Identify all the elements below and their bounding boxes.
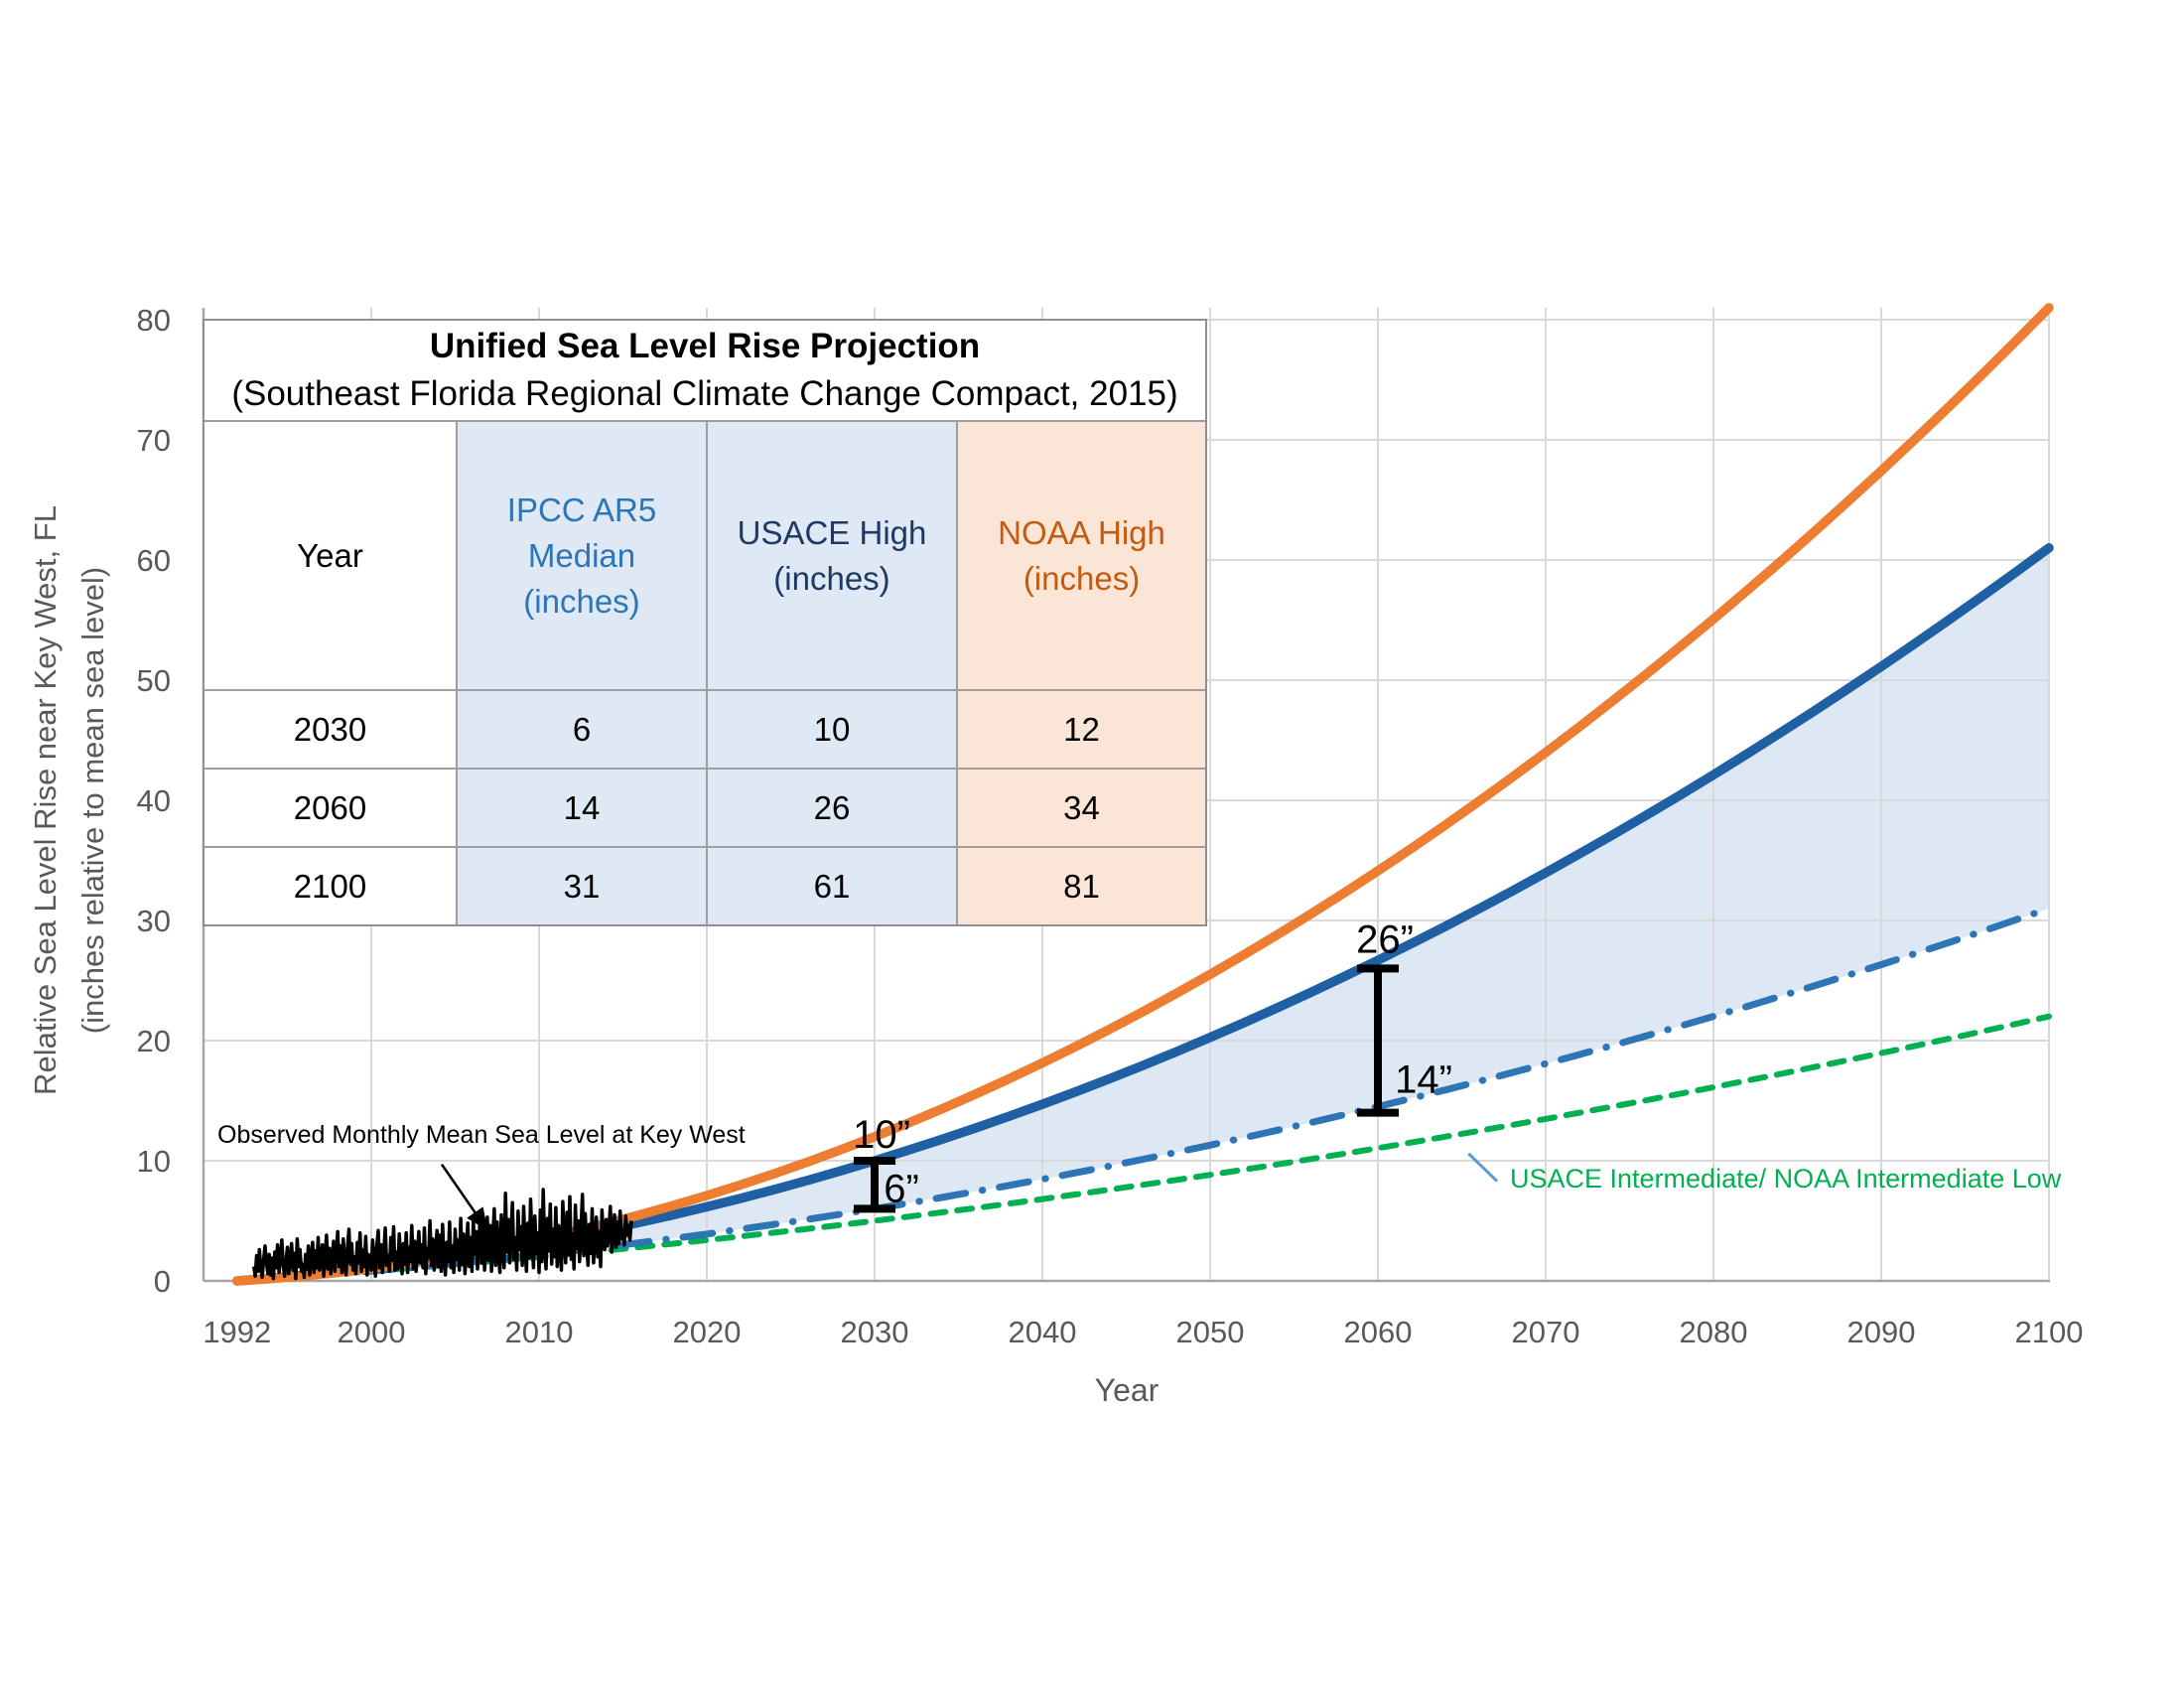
observed-callout-arrow	[440, 1163, 488, 1231]
y-tick-label: 10	[137, 1144, 171, 1179]
y-axis-title-line1: Relative Sea Level Rise near Key West, F…	[28, 505, 63, 1095]
intermediate-callout-pointer	[1467, 1152, 1499, 1183]
x-tick-label: 2020	[673, 1315, 742, 1349]
table-cell-value: 81	[956, 846, 1205, 924]
observed-series-label: Observed Monthly Mean Sea Level at Key W…	[217, 1121, 746, 1149]
y-tick-label: 0	[154, 1264, 171, 1299]
table-row-year: 2060	[205, 768, 456, 846]
x-tick-label: 2090	[1847, 1315, 1916, 1349]
y-tick-label: 30	[137, 904, 171, 938]
table-cell-value: 31	[456, 846, 706, 924]
x-tick-label: 2100	[2015, 1315, 2084, 1349]
y-tick-label: 40	[137, 783, 171, 818]
table-header-noaa: NOAA High (inches)	[956, 420, 1205, 689]
projection-table: Unified Sea Level Rise Projection (South…	[203, 319, 1207, 926]
table-row-year: 2100	[205, 846, 456, 924]
table-subtitle: (Southeast Florida Regional Climate Chan…	[231, 374, 1178, 413]
table-cell-value: 6	[456, 689, 706, 768]
x-tick-label: 2060	[1344, 1315, 1413, 1349]
y-tick-label: 80	[137, 303, 171, 338]
y-axis-title-line2: (inches relative to mean sea level)	[75, 566, 110, 1035]
x-tick-label: 1992	[203, 1315, 271, 1349]
y-tick-label: 20	[137, 1024, 171, 1058]
y-tick-label: 70	[137, 423, 171, 458]
observed-series	[251, 1188, 633, 1281]
table-cell-value: 12	[956, 689, 1205, 768]
x-tick-label: 2030	[841, 1315, 909, 1349]
range-bar-upper-label: 10”	[853, 1113, 910, 1157]
range-bar-lower-label: 14”	[1395, 1058, 1452, 1102]
y-axis-title: Relative Sea Level Rise near Key West, F…	[12, 314, 127, 1287]
table-cell-value: 14	[456, 768, 706, 846]
table-header-ipcc: IPCC AR5 Median (inches)	[456, 420, 706, 689]
x-tick-label: 2070	[1512, 1315, 1580, 1349]
y-tick-label: 60	[137, 543, 171, 578]
table-header-year: Year	[205, 420, 456, 689]
table-row-year: 2030	[205, 689, 456, 768]
table-header-usace: USACE High (inches)	[706, 420, 956, 689]
range-bar-upper-label: 26”	[1356, 917, 1414, 961]
intermediate-series-label: USACE Intermediate/ NOAA Intermediate Lo…	[1510, 1164, 2062, 1194]
x-tick-label: 2040	[1009, 1315, 1077, 1349]
x-tick-label: 2010	[505, 1315, 574, 1349]
table-cell-value: 61	[706, 846, 956, 924]
table-cell-value: 26	[706, 768, 956, 846]
y-tick-label: 50	[137, 663, 171, 698]
range-bar-lower-label: 6”	[884, 1167, 919, 1210]
table-cell-value: 10	[706, 689, 956, 768]
table-title: Unified Sea Level Rise Projection	[429, 327, 981, 365]
table-cell-value: 34	[956, 768, 1205, 846]
x-axis-title: Year	[1094, 1372, 1160, 1408]
x-tick-label: 2050	[1176, 1315, 1245, 1349]
x-tick-label: 2000	[338, 1315, 406, 1349]
x-tick-label: 2080	[1680, 1315, 1748, 1349]
projection-range-band	[236, 547, 2049, 1281]
table-title-block: Unified Sea Level Rise Projection (South…	[205, 321, 1205, 420]
